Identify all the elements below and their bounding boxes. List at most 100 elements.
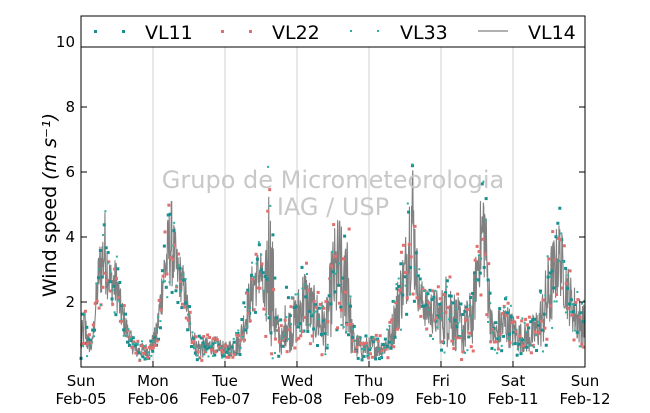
data-point-vl33	[143, 345, 146, 348]
data-point-vl22	[87, 333, 91, 337]
data-point-vl22	[368, 352, 372, 356]
data-point-vl11	[143, 357, 147, 361]
data-point-vl22	[268, 188, 272, 192]
y-tick-label: 2	[65, 293, 75, 311]
data-point-vl33	[571, 303, 574, 306]
data-point-vl33	[361, 348, 363, 351]
data-point-vl22	[525, 323, 529, 327]
data-point-vl33	[209, 345, 212, 348]
data-point-vl22	[456, 292, 460, 296]
data-point-vl11	[300, 265, 304, 269]
data-point-vl33	[99, 304, 102, 307]
data-point-vl22	[434, 316, 438, 320]
data-point-vl22	[252, 308, 256, 312]
data-point-vl33	[420, 285, 423, 288]
data-point-vl22	[376, 339, 380, 343]
data-point-vl11	[370, 335, 374, 339]
data-point-vl11	[162, 244, 166, 248]
data-point-vl22	[487, 262, 491, 266]
data-point-vl33	[491, 331, 494, 334]
data-point-vl22	[421, 286, 425, 290]
data-point-vl11	[529, 320, 533, 324]
data-point-vl11	[232, 340, 236, 344]
data-point-vl11	[473, 271, 477, 275]
data-point-vl11	[244, 328, 248, 332]
data-point-vl33	[487, 320, 489, 323]
data-point-vl22	[93, 301, 97, 305]
data-point-vl11	[356, 356, 360, 360]
data-point-vl11	[238, 353, 242, 357]
data-point-vl22	[353, 349, 357, 353]
data-point-vl22	[285, 350, 289, 354]
data-point-vl11	[463, 309, 467, 313]
data-point-vl33	[535, 333, 538, 336]
data-point-vl33	[390, 341, 393, 344]
data-point-vl33	[161, 280, 164, 283]
data-point-vl11	[102, 223, 106, 227]
data-point-vl11	[409, 265, 413, 269]
data-point-vl11	[451, 301, 455, 305]
data-point-vl33	[264, 313, 267, 316]
data-point-vl33	[539, 291, 542, 294]
data-point-vl33	[131, 343, 134, 346]
data-point-vl22	[557, 236, 560, 240]
x-tick-label-date: Feb-09	[343, 390, 394, 408]
data-point-vl33	[377, 348, 380, 351]
data-point-vl22	[153, 344, 157, 347]
data-point-vl33	[207, 355, 210, 358]
data-point-vl11	[296, 325, 300, 329]
data-point-vl22	[349, 322, 353, 326]
data-point-vl11	[513, 342, 517, 346]
data-point-vl33	[262, 289, 265, 292]
data-point-vl33	[454, 307, 457, 310]
data-point-vl11	[172, 229, 176, 233]
data-point-vl22	[221, 351, 225, 355]
data-point-vl22	[115, 277, 119, 281]
data-point-vl11	[341, 276, 345, 280]
data-point-vl22	[502, 304, 506, 308]
data-point-vl11	[230, 345, 234, 349]
data-point-vl22	[227, 355, 231, 359]
data-point-vl22	[312, 299, 316, 303]
data-point-vl33	[567, 274, 570, 277]
data-point-vl22	[260, 262, 264, 266]
data-point-vl11	[329, 302, 333, 306]
data-point-vl22	[126, 328, 130, 332]
data-point-vl11	[178, 266, 182, 270]
data-point-vl33	[441, 312, 444, 315]
data-point-vl22	[241, 333, 245, 337]
data-point-vl22	[442, 293, 446, 297]
data-point-vl33	[163, 280, 166, 283]
data-point-vl33	[509, 304, 512, 307]
data-point-vl33	[196, 354, 199, 357]
data-point-vl11	[527, 326, 531, 330]
data-point-vl33	[239, 346, 242, 349]
data-point-vl33	[92, 335, 95, 338]
data-point-vl11	[556, 221, 560, 225]
data-point-vl11	[166, 213, 170, 217]
data-point-vl11	[222, 354, 226, 358]
data-point-vl33	[399, 328, 402, 331]
data-point-vl33	[186, 313, 189, 316]
data-point-vl11	[312, 327, 316, 331]
data-point-vl33	[333, 272, 336, 275]
data-point-vl33	[271, 357, 274, 360]
data-point-vl22	[118, 319, 122, 323]
data-point-vl33	[367, 353, 370, 356]
data-point-vl11	[372, 339, 376, 343]
data-point-vl33	[308, 323, 311, 326]
data-point-vl11	[566, 286, 570, 290]
data-point-vl11	[257, 243, 261, 247]
data-point-vl33	[427, 308, 430, 311]
data-point-vl33	[312, 311, 315, 314]
data-point-vl22	[498, 332, 502, 336]
data-point-vl33	[551, 326, 554, 329]
data-point-vl33	[484, 219, 487, 222]
watermark-line-1: Grupo de Micrometeorologia	[162, 166, 504, 194]
data-point-vl33	[120, 318, 123, 321]
data-point-vl33	[507, 337, 510, 340]
x-tick-label-day: Wed	[281, 372, 314, 390]
axes: SunFeb-05MonFeb-06TueFeb-07WedFeb-08ThuF…	[55, 15, 611, 408]
data-point-vl11	[286, 296, 290, 300]
data-point-vl33	[200, 346, 203, 349]
